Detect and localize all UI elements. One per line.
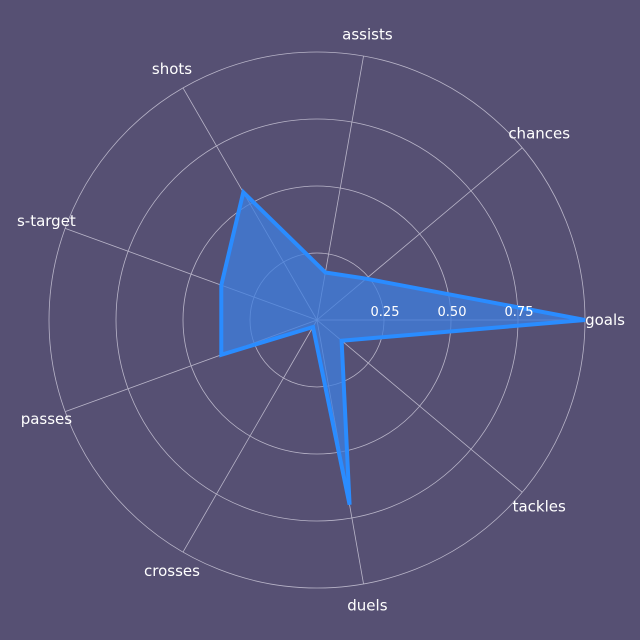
axis-label-duels: duels (347, 597, 387, 615)
axis-label-crosses: crosses (144, 562, 200, 580)
axis-label-assists: assists (342, 25, 393, 43)
axis-label-passes: passes (21, 410, 73, 428)
spoke-crosses (182, 319, 318, 553)
r-tick-label: 0.50 (438, 305, 467, 320)
axis-label-shots: shots (152, 60, 192, 78)
radial-tick-labels: 0.25 0.50 0.75 (371, 305, 534, 320)
axis-label-tackles: tackles (513, 497, 566, 515)
axis-label-goals: goals (585, 311, 625, 329)
series-area (219, 188, 586, 506)
series-layer (219, 188, 586, 506)
r-tick-label: 0.75 (505, 305, 534, 320)
category-labels: goals chances assists shots s-target passes cr… (17, 25, 625, 614)
r-tick-label: 0.25 (371, 305, 400, 320)
spoke-tackles (316, 319, 523, 493)
axis-label-chances: chances (508, 125, 570, 143)
axis-label-s-target: s-target (17, 212, 76, 230)
